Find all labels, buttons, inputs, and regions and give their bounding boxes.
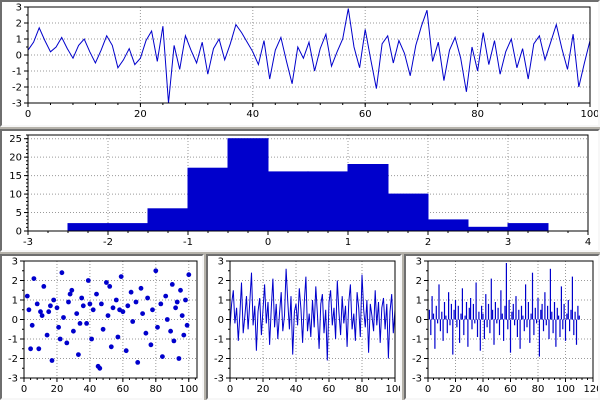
svg-text:-1: -1: [12, 67, 22, 78]
svg-text:3: 3: [16, 3, 22, 14]
svg-text:1: 1: [16, 35, 22, 46]
svg-text:20: 20: [9, 153, 22, 164]
series-line-chart-panel: 0 20 40 60 80 100 -3 -2 -1 0 1 2 3: [206, 254, 402, 400]
svg-text:20: 20: [257, 384, 270, 395]
svg-text:100: 100: [385, 384, 400, 395]
svg-text:-2: -2: [103, 237, 113, 248]
svg-text:-2: -2: [12, 83, 22, 94]
svg-text:4: 4: [585, 237, 591, 248]
svg-text:60: 60: [116, 384, 129, 395]
histogram-chart: -3 -2 -1 0 1 2 3 4 0 5 10 15 20 25: [9, 134, 591, 248]
scatter-chart-panel: 0 20 40 60 80 100 -3 -2 -1 0 1 2 3: [0, 254, 204, 400]
svg-text:-1: -1: [8, 335, 18, 346]
svg-text:0: 0: [25, 109, 31, 120]
svg-text:60: 60: [323, 384, 336, 395]
svg-text:40: 40: [290, 384, 303, 395]
svg-text:1: 1: [345, 237, 351, 248]
svg-text:40: 40: [84, 384, 97, 395]
svg-text:0: 0: [12, 315, 18, 326]
svg-text:0: 0: [218, 315, 224, 326]
svg-text:1: 1: [12, 296, 18, 307]
svg-text:0: 0: [21, 384, 27, 395]
stem-chart-panel: 0 20 40 60 80 100 120 -3 -2 -1 0 1 2 3: [404, 254, 600, 400]
svg-text:-1: -1: [214, 335, 224, 346]
svg-text:100: 100: [580, 109, 598, 120]
svg-text:2: 2: [16, 19, 22, 30]
scatter-chart: 0 20 40 60 80 100 -3 -2 -1 0 1 2 3: [8, 257, 198, 396]
svg-text:40: 40: [246, 109, 259, 120]
svg-text:-3: -3: [412, 374, 422, 385]
series-line-chart: 0 20 40 60 80 100 -3 -2 -1 0 1 2 3: [214, 257, 400, 396]
svg-text:0: 0: [265, 237, 271, 248]
svg-text:1: 1: [218, 296, 224, 307]
svg-text:1: 1: [416, 296, 422, 307]
svg-text:80: 80: [149, 384, 162, 395]
svg-text:2: 2: [218, 276, 224, 287]
svg-text:15: 15: [9, 171, 22, 182]
svg-text:80: 80: [471, 109, 484, 120]
svg-text:0: 0: [416, 315, 422, 326]
svg-text:40: 40: [477, 384, 490, 395]
svg-text:60: 60: [504, 384, 517, 395]
svg-text:0: 0: [227, 384, 233, 395]
svg-text:2: 2: [12, 276, 18, 287]
svg-text:80: 80: [356, 384, 369, 395]
svg-text:-3: -3: [214, 374, 224, 385]
svg-text:-2: -2: [412, 354, 422, 365]
svg-text:100: 100: [556, 384, 575, 395]
svg-text:10: 10: [9, 190, 22, 201]
svg-text:0: 0: [16, 227, 22, 238]
svg-text:-3: -3: [23, 237, 33, 248]
svg-text:3: 3: [12, 257, 18, 268]
svg-text:20: 20: [51, 384, 64, 395]
signal-line-chart: 0 20 40 60 80 100 -3 -2 -1 0 1 2 3: [12, 3, 598, 121]
svg-text:2: 2: [425, 237, 431, 248]
svg-text:-1: -1: [412, 335, 422, 346]
svg-text:5: 5: [16, 208, 22, 219]
svg-text:-2: -2: [214, 354, 224, 365]
svg-text:20: 20: [134, 109, 147, 120]
stem-chart: 0 20 40 60 80 100 120 -3 -2 -1 0 1 2 3: [412, 257, 598, 396]
svg-text:0: 0: [425, 384, 431, 395]
svg-text:3: 3: [416, 257, 422, 268]
svg-text:25: 25: [9, 134, 22, 145]
svg-text:-3: -3: [12, 99, 22, 110]
svg-text:80: 80: [532, 384, 545, 395]
svg-text:-2: -2: [8, 354, 18, 365]
svg-text:2: 2: [416, 276, 422, 287]
svg-text:20: 20: [449, 384, 462, 395]
svg-text:3: 3: [218, 257, 224, 268]
svg-text:100: 100: [179, 384, 198, 395]
svg-text:3: 3: [505, 237, 511, 248]
svg-text:0: 0: [16, 51, 22, 62]
svg-text:-1: -1: [183, 237, 193, 248]
svg-text:120: 120: [583, 384, 598, 395]
histogram-chart-panel: -3 -2 -1 0 1 2 3 4 0 5 10 15 20 25: [0, 129, 600, 252]
svg-text:60: 60: [359, 109, 372, 120]
svg-text:-3: -3: [8, 374, 18, 385]
signal-line-chart-panel: 0 20 40 60 80 100 -3 -2 -1 0 1 2 3: [0, 0, 600, 127]
